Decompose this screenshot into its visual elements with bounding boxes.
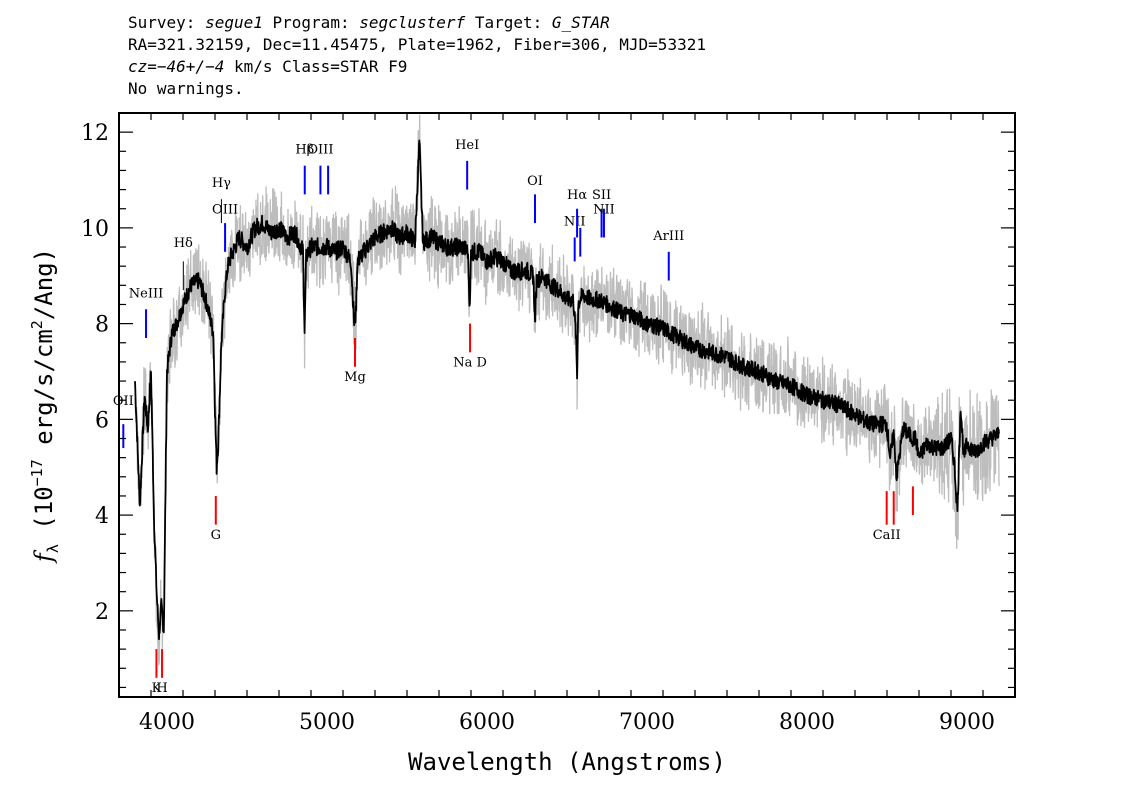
spectral-line-label: NII (593, 203, 615, 218)
y-axis-unit-mid: erg/s/cm (30, 329, 58, 459)
header-line-warnings: No warnings. (128, 79, 244, 98)
x-tick-label: 6000 (459, 710, 515, 735)
y-tick-label: 2 (95, 600, 109, 625)
axis-ticks-layer: 4000 5000 6000 7000 8000 9000 2 4 6 8 10 12 (81, 113, 1016, 735)
program-value: segclusterf (359, 13, 466, 32)
flux-layer (134, 139, 1000, 641)
y-tick-label: 6 (95, 408, 109, 433)
error-band-trace (134, 114, 1000, 666)
x-tick-label: 8000 (779, 710, 835, 735)
spectral-line-label: Hβ (295, 143, 314, 158)
y-axis-unit-open: (10 (30, 486, 58, 544)
spectral-line-label: OII (113, 394, 134, 409)
spectral-line-label: OIII (212, 203, 238, 218)
x-tick-label: 7000 (619, 710, 675, 735)
spectral-line-label: OI (527, 174, 543, 189)
flux-series-line (134, 139, 1000, 641)
target-value: G_STAR (551, 13, 610, 32)
target-label: Target: (474, 13, 543, 32)
spectral-line-label: Hδ (174, 236, 193, 251)
x-tick-label: 9000 (939, 710, 995, 735)
cz-value: cz=−46+/−4 (128, 57, 225, 76)
spectral-line-label: OIII (307, 143, 333, 158)
spectral-line-label: G (211, 528, 221, 543)
class-value: km/s Class=STAR F9 (224, 57, 408, 76)
x-tick-label: 5000 (299, 710, 355, 735)
error-band-layer (134, 114, 1000, 666)
spectral-line-label: Na D (453, 356, 487, 371)
spectral-line-label: Hα (567, 188, 587, 203)
spectral-line-label: K (152, 681, 162, 696)
y-tick-label: 4 (95, 504, 109, 529)
y-axis-exponent-2: 2 (28, 320, 46, 329)
y-axis-exponent: −17 (28, 459, 46, 486)
spectral-line-label: CaII (873, 528, 901, 543)
y-axis-title: fλ (10−17 erg/s/cm2/Ang) (28, 248, 62, 564)
y-axis-subscript: λ (44, 544, 62, 553)
spectrum-header: Survey: segue1 Program: segclusterf Targ… (128, 12, 706, 100)
y-tick-label: 10 (81, 217, 109, 242)
x-axis-title: Wavelength (Angstroms) (408, 748, 726, 776)
y-tick-label: 8 (95, 313, 109, 338)
y-tick-label: 12 (81, 121, 109, 146)
spectral-line-label: ArIII (652, 229, 684, 244)
spectral-line-label: H (156, 681, 167, 696)
spectral-line-label: Mg (344, 370, 366, 385)
header-line-coordinates: RA=321.32159, Dec=11.45475, Plate=1962, … (128, 35, 706, 54)
header-line-redshift: cz=−46+/−4 km/s Class=STAR F9 (128, 56, 706, 78)
program-label: Program: (272, 13, 350, 32)
header-line-survey: Survey: segue1 Program: segclusterf Targ… (128, 12, 706, 34)
spectral-line-label: NII (564, 214, 586, 229)
spectral-line-label: SII (592, 188, 611, 203)
spectral-line-label: Hγ (212, 176, 231, 191)
spectral-line-label: HeI (455, 138, 479, 153)
survey-label: Survey: (128, 13, 196, 32)
survey-value: segue1 (205, 13, 263, 32)
y-axis-unit-end: /Ang) (30, 248, 58, 320)
spectral-line-label: NeIII (129, 286, 163, 301)
x-tick-label: 4000 (139, 710, 195, 735)
